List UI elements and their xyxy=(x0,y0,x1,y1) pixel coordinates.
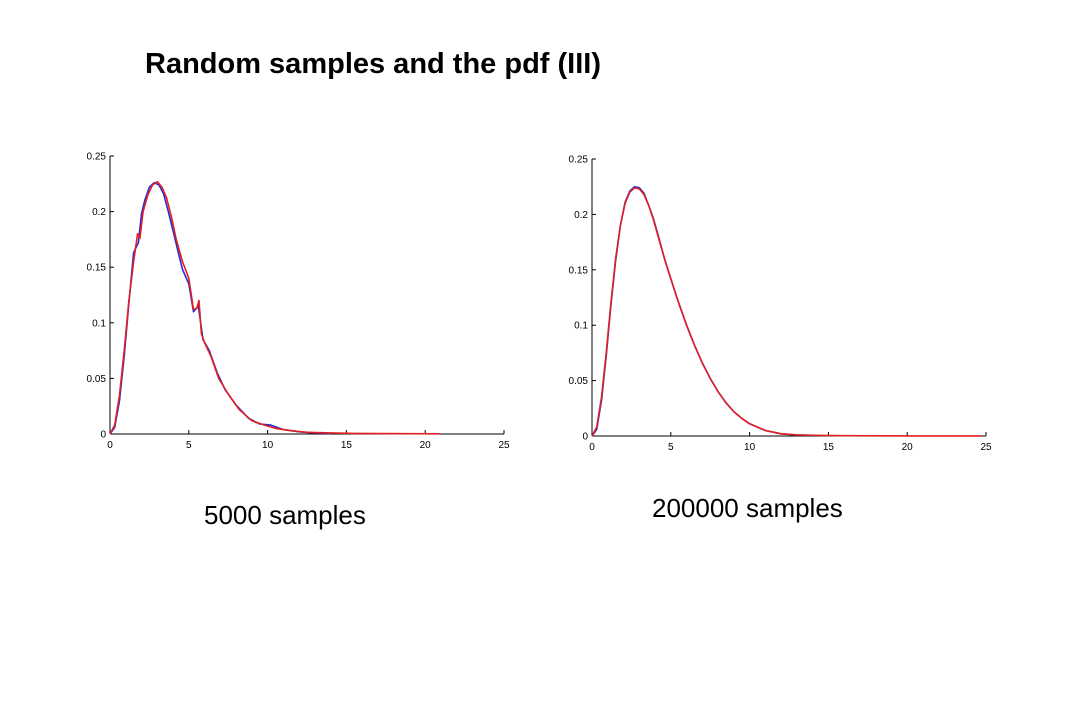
chart-5000-samples: 0 5 10 15 20 25 0 0.05 0.1 0.15 0.2 0.25 xyxy=(87,152,510,452)
y-tick-label: 0.15 xyxy=(87,263,107,274)
chart-caption-200000: 200000 samples xyxy=(652,493,843,523)
pdf-line xyxy=(109,180,440,435)
y-tick-label: 0.2 xyxy=(92,207,106,218)
sample-histogram-line xyxy=(591,185,813,437)
x-tick-label: 10 xyxy=(262,440,274,451)
y-tick-label: 0 xyxy=(582,432,588,443)
x-tick-label: 20 xyxy=(902,442,914,453)
x-tick-label: 15 xyxy=(341,440,353,451)
x-tick-label: 20 xyxy=(420,440,432,451)
y-tick-label: 0.05 xyxy=(569,376,589,387)
y-tick-label: 0.1 xyxy=(574,321,588,332)
y-tick-label: 0.25 xyxy=(87,152,107,163)
y-tick-label: 0.1 xyxy=(92,318,106,329)
x-tick-label: 5 xyxy=(668,442,674,453)
chart-200000-samples: 0 5 10 15 20 25 0 0.05 0.1 0.15 0.2 0.25 xyxy=(569,155,992,454)
x-tick-label: 10 xyxy=(744,442,756,453)
x-tick-label: 15 xyxy=(823,442,835,453)
y-tick-label: 0.2 xyxy=(574,210,588,221)
y-tick-label: 0.15 xyxy=(569,265,589,276)
x-tick-label: 0 xyxy=(589,442,595,453)
y-tick-label: 0.25 xyxy=(569,155,589,166)
x-tick-label: 0 xyxy=(107,440,113,451)
x-tick-label: 25 xyxy=(980,442,992,453)
chart-caption-5000: 5000 samples xyxy=(204,500,366,530)
pdf-line xyxy=(591,187,982,437)
y-tick-label: 0.05 xyxy=(87,374,107,385)
sample-histogram-line xyxy=(109,181,331,435)
x-tick-label: 25 xyxy=(498,440,510,451)
y-tick-label: 0 xyxy=(100,430,106,441)
slide-title: Random samples and the pdf (III) xyxy=(145,48,601,80)
x-tick-label: 5 xyxy=(186,440,192,451)
